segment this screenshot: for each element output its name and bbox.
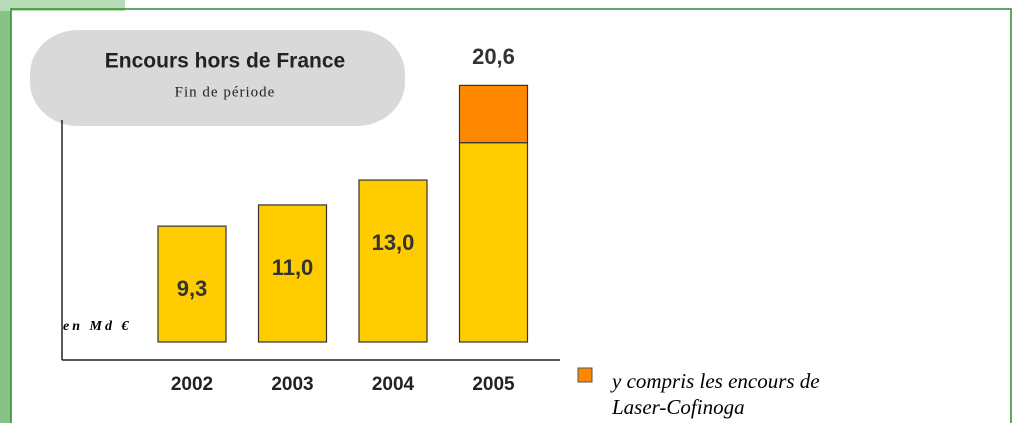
total-label: 20,6 [472,44,515,69]
side-stripe [0,0,11,423]
chart-title: Encours hors de France [105,50,345,73]
x-tick-label: 2003 [271,374,313,395]
bar-segment [257,204,328,343]
corner-block [0,0,125,11]
legend-swatch [577,367,593,383]
bar-segment [358,179,428,343]
unit-label: en Md € [63,319,131,334]
frame [10,8,1012,423]
bar-segment [157,225,227,343]
value-label: 9,3 [177,276,208,301]
x-tick-label: 2002 [171,374,213,395]
chart-subtitle: Fin de période [175,84,276,100]
title-bubble [30,30,405,126]
x-tick-label: 2005 [472,374,515,395]
value-label: 11,0 [272,255,314,280]
value-label: 13,0 [372,230,415,255]
legend-text: y compris les encours de Laser-Cofinoga [612,369,820,419]
bar-segment [458,142,529,343]
x-tick-label: 2004 [372,374,415,395]
bar-segment [458,84,529,144]
